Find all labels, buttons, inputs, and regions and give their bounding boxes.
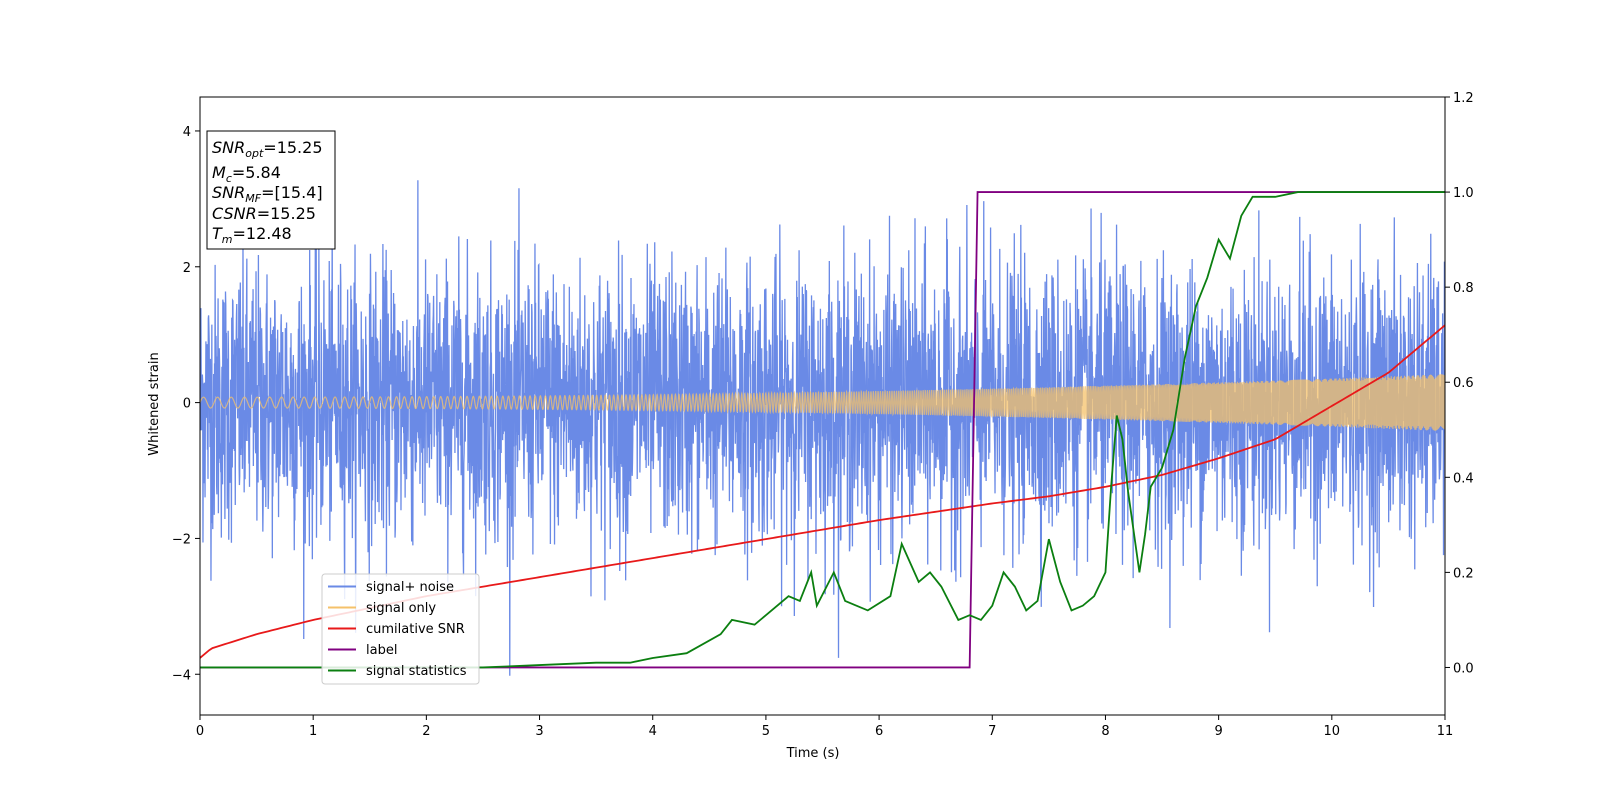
x-tick-label: 2 bbox=[422, 724, 430, 739]
info-box-line: SNRopt=15.25 bbox=[212, 138, 323, 160]
x-tick-label: 3 bbox=[535, 724, 543, 739]
y-right-tick-label: 0.8 bbox=[1453, 281, 1474, 296]
y-right-tick-label: 0.2 bbox=[1453, 566, 1474, 581]
x-tick-label: 7 bbox=[988, 724, 996, 739]
series-label-line bbox=[200, 191, 1445, 669]
y-right-tick-label: 0.4 bbox=[1453, 471, 1474, 486]
y-right-tick-label: 1.2 bbox=[1453, 91, 1474, 106]
x-tick-label: 4 bbox=[649, 724, 657, 739]
y-right-tick-label: 0.6 bbox=[1453, 376, 1474, 391]
plot-axes: 0 1 2 3 4 5 6 7 8 9 10 11 4 2 0 −2 −4 1.2 1.0 0.8 0.6 0.4 0.2 0… bbox=[172, 91, 1474, 739]
y-tick-label: −2 bbox=[172, 532, 191, 547]
x-tick-label: 10 bbox=[1324, 724, 1341, 739]
y-tick-label: 0 bbox=[183, 397, 191, 412]
y-right-tick-label: 1.0 bbox=[1453, 186, 1474, 201]
x-tick-label: 8 bbox=[1101, 724, 1109, 739]
info-box-line: Tm=12.48 bbox=[212, 224, 292, 246]
x-tick-label: 6 bbox=[875, 724, 883, 739]
legend-entry-label: signal statistics bbox=[366, 664, 467, 679]
info-box-frame bbox=[206, 130, 336, 250]
y-tick-label: 4 bbox=[183, 125, 191, 140]
legend-entry-label: signal only bbox=[366, 601, 436, 616]
series-signal-only-line bbox=[200, 374, 1445, 431]
series-signal-statistics-line bbox=[200, 191, 1445, 669]
y-right-tick-label: 0.0 bbox=[1453, 661, 1474, 676]
info-box: SNRopt=15.25 Mc=5.84SNRMF=[15.4]CSNR=15.2… bbox=[206, 130, 336, 250]
x-axis-label: Time (s) bbox=[786, 746, 840, 761]
legend: signal+ noise signal only cumilative SNR la… bbox=[321, 573, 480, 685]
y-tick-label: 2 bbox=[183, 261, 191, 276]
legend-frame bbox=[321, 573, 480, 685]
plot-frame bbox=[199, 96, 1446, 716]
info-box-line: CSNR=15.25 bbox=[212, 204, 316, 223]
legend-entry-label: cumilative SNR bbox=[366, 622, 465, 637]
legend-entry-label: signal+ noise bbox=[366, 580, 454, 595]
x-tick-label: 5 bbox=[762, 724, 770, 739]
x-tick-label: 9 bbox=[1214, 724, 1222, 739]
legend-entry-label: label bbox=[366, 643, 397, 658]
x-tick-label: 11 bbox=[1437, 724, 1454, 739]
x-tick-label: 0 bbox=[196, 724, 204, 739]
x-tick-label: 1 bbox=[309, 724, 317, 739]
y-axis-label: Whitened strain bbox=[147, 352, 162, 455]
y-tick-label: −4 bbox=[172, 668, 191, 683]
info-box-line: SNRMF=[15.4] bbox=[212, 183, 323, 205]
info-box-line: Mc=5.84 bbox=[212, 163, 281, 185]
